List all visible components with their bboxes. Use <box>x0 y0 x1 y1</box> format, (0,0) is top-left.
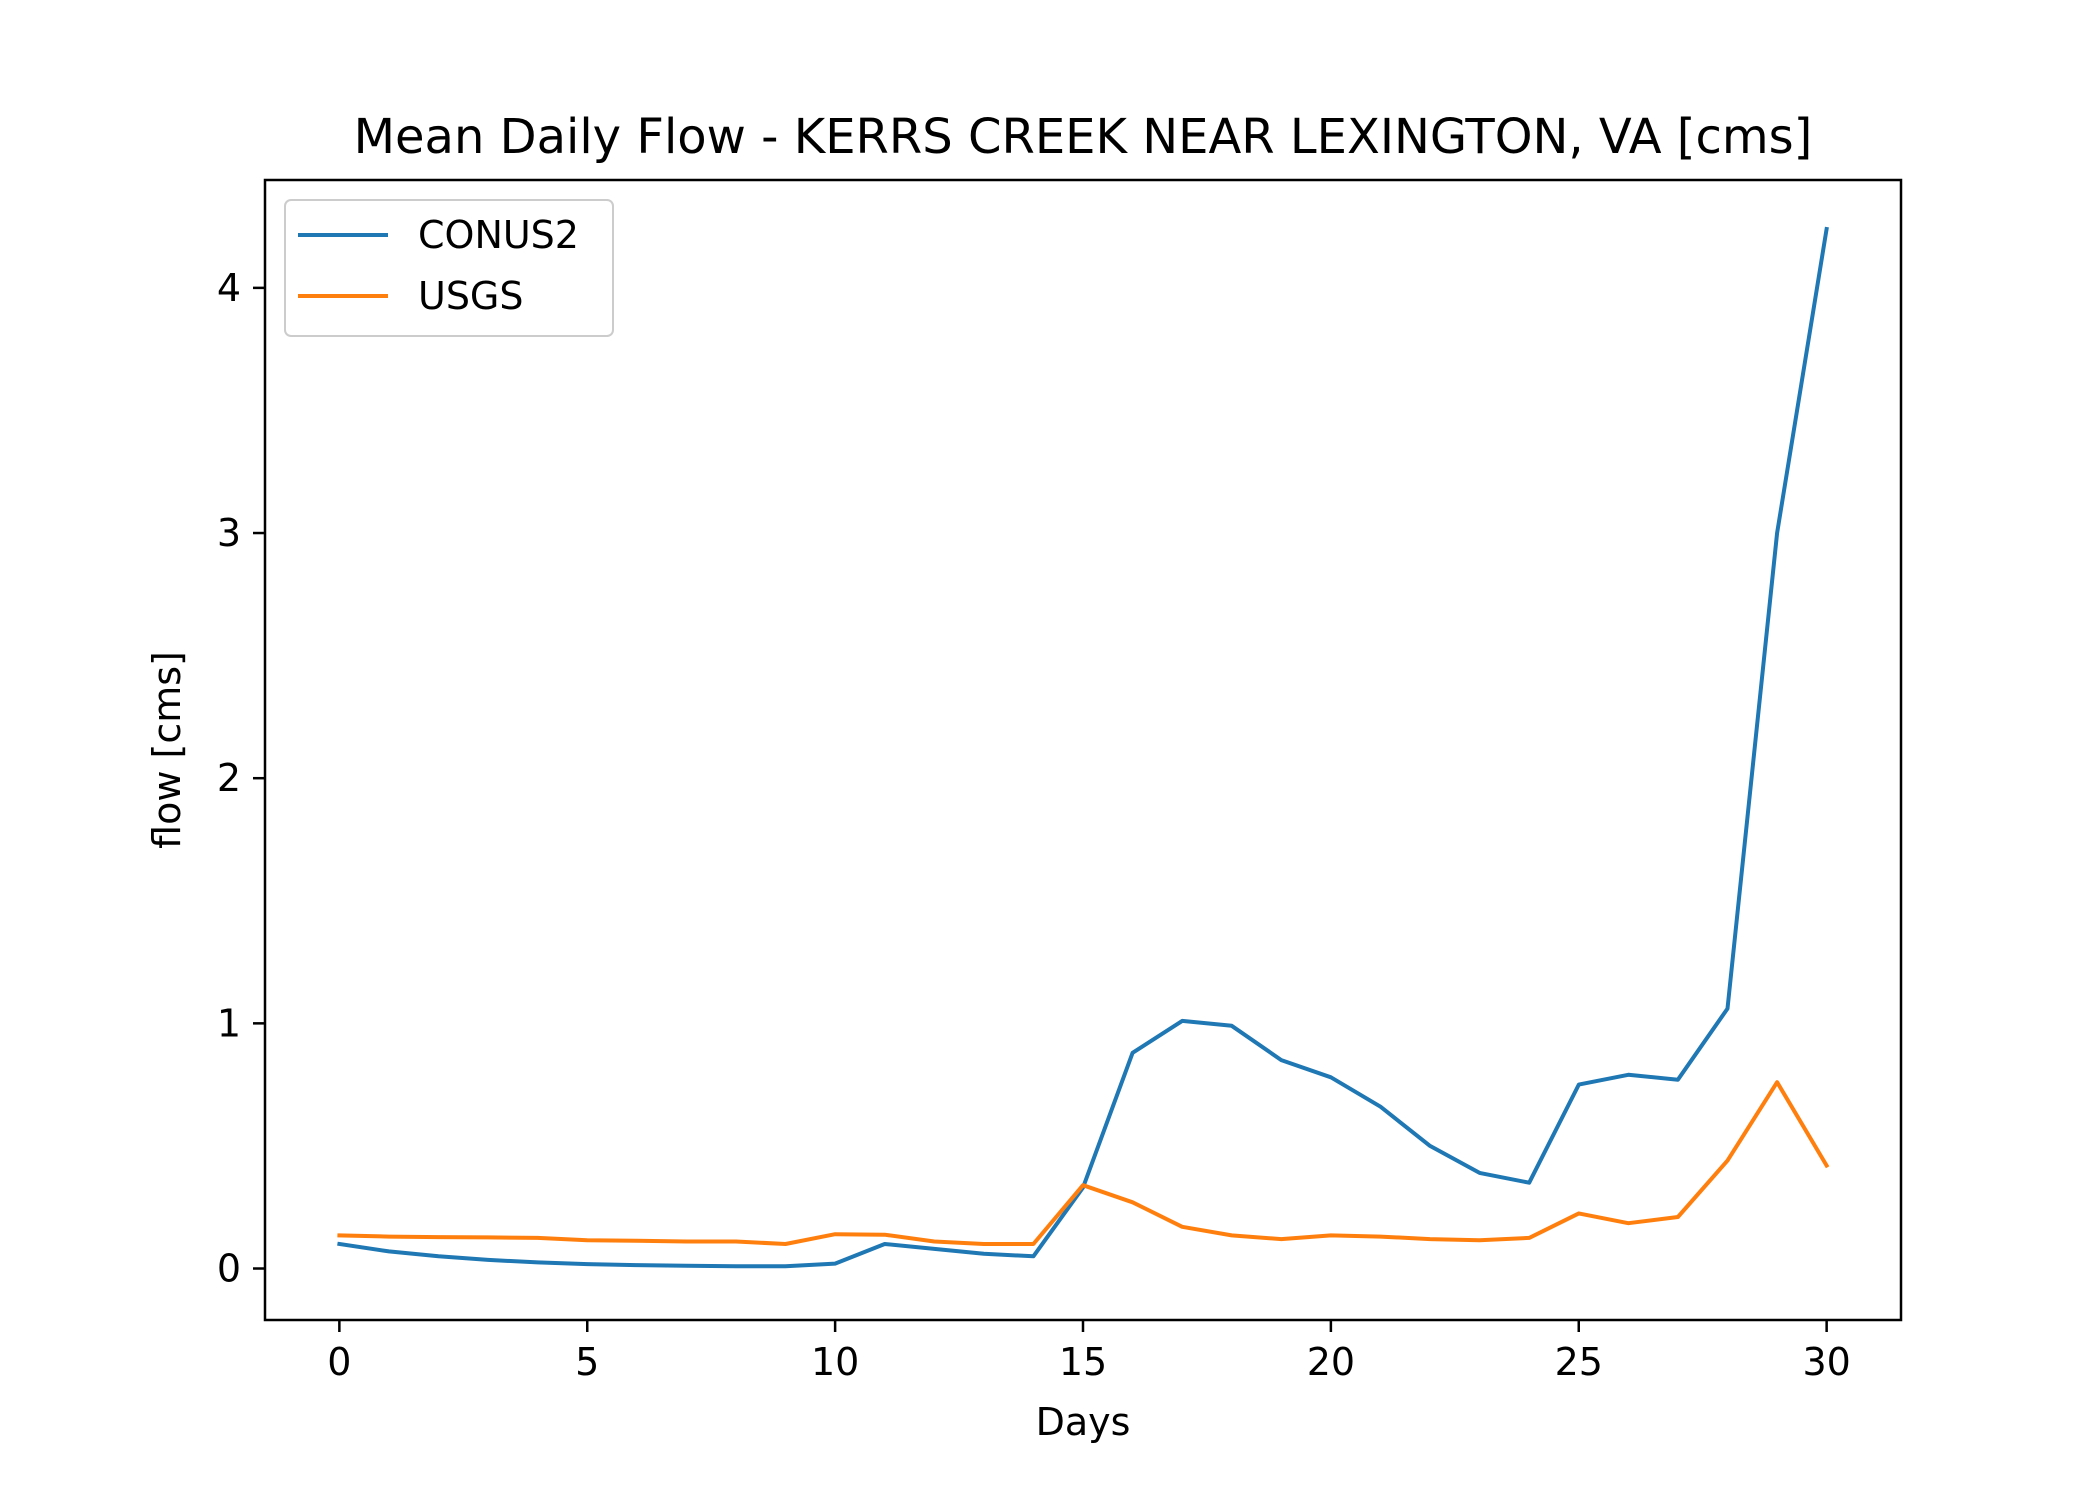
x-tick-label: 10 <box>811 1340 859 1384</box>
y-tick-label: 0 <box>217 1247 241 1291</box>
x-tick-label: 25 <box>1555 1340 1603 1384</box>
x-tick-label: 5 <box>575 1340 599 1384</box>
x-tick-label: 15 <box>1059 1340 1107 1384</box>
x-axis-label: Days <box>1036 1400 1131 1444</box>
y-axis-ticks: 0 1 2 3 4 <box>217 266 265 1291</box>
x-tick-label: 30 <box>1802 1340 1850 1384</box>
legend-label-conus2: CONUS2 <box>418 213 579 257</box>
series-line-usgs <box>337 1080 1830 1246</box>
y-axis-label: flow [cms] <box>145 651 189 849</box>
x-tick-label: 20 <box>1307 1340 1355 1384</box>
x-axis-ticks: 0 5 10 15 20 25 30 <box>327 1320 1851 1384</box>
y-tick-label: 4 <box>217 266 241 310</box>
plot-area-frame <box>263 178 1903 1322</box>
y-tick-label: 1 <box>217 1001 241 1045</box>
legend-label-usgs: USGS <box>418 274 524 318</box>
y-tick-label: 2 <box>217 756 241 800</box>
legend: CONUS2 USGS <box>284 199 614 337</box>
chart-title: Mean Daily Flow - KERRS CREEK NEAR LEXIN… <box>354 109 1813 165</box>
series-layer <box>337 226 1830 1269</box>
x-tick-label: 0 <box>327 1340 351 1384</box>
y-tick-label: 3 <box>217 511 241 555</box>
